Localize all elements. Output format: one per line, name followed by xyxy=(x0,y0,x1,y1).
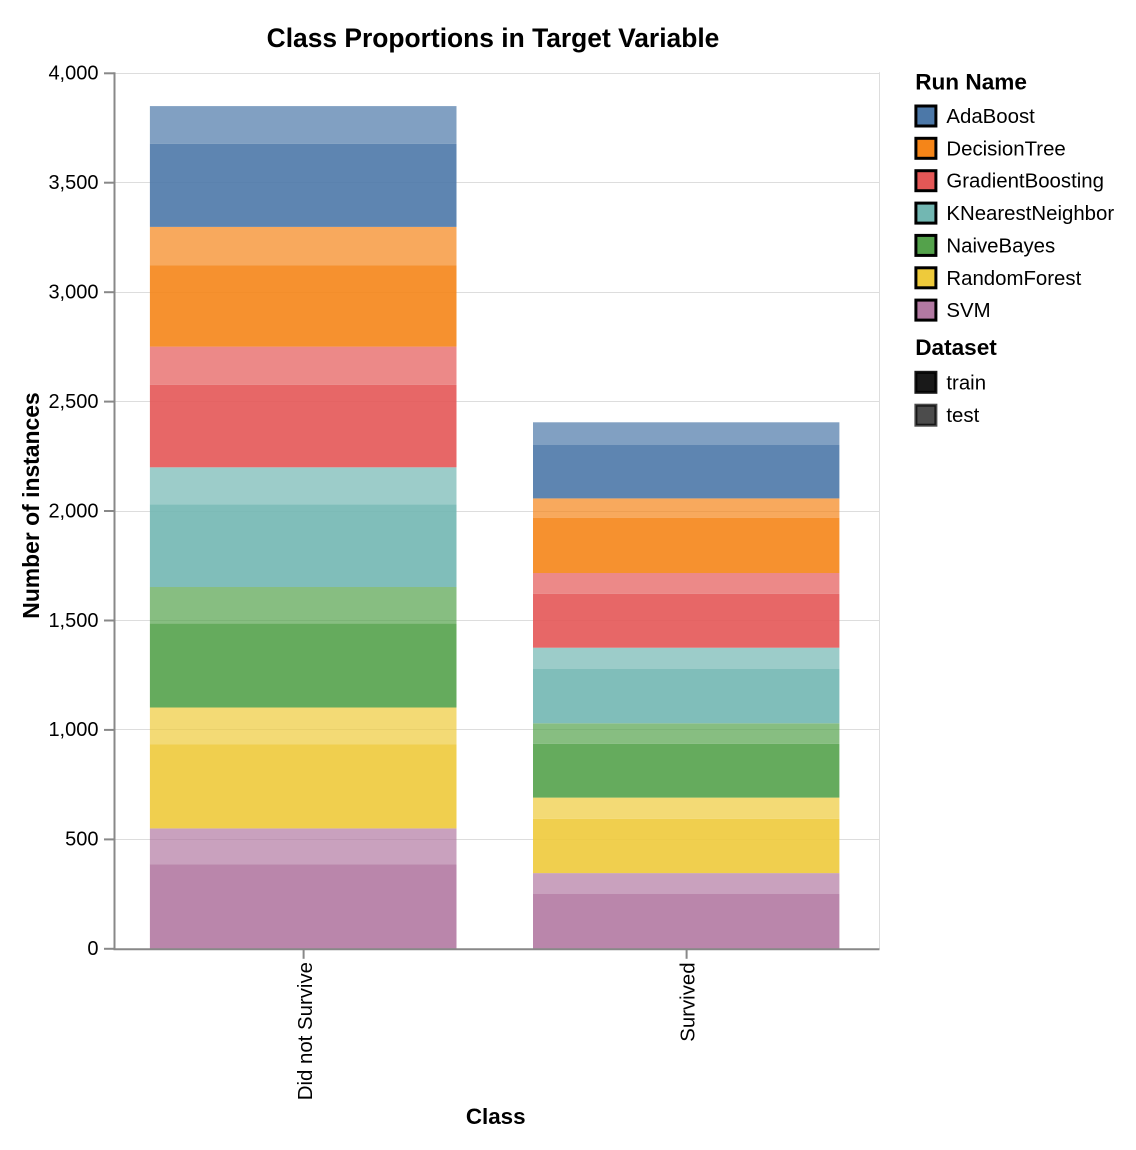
svg-text:2,500: 2,500 xyxy=(48,391,98,413)
svg-text:Number of instances: Number of instances xyxy=(18,392,44,618)
svg-text:AdaBoost: AdaBoost xyxy=(946,106,1035,128)
svg-text:train: train xyxy=(946,372,986,394)
svg-text:0: 0 xyxy=(87,938,98,960)
svg-text:SVM: SVM xyxy=(946,300,990,322)
svg-text:Survived: Survived xyxy=(677,962,699,1041)
svg-text:DecisionTree: DecisionTree xyxy=(946,138,1065,160)
svg-text:500: 500 xyxy=(65,829,98,851)
svg-text:Class Proportions in Target Va: Class Proportions in Target Variable xyxy=(267,23,720,53)
svg-text:NaiveBayes: NaiveBayes xyxy=(946,235,1055,257)
svg-text:Did not Survive: Did not Survive xyxy=(295,962,317,1100)
svg-text:1,500: 1,500 xyxy=(48,610,98,632)
svg-text:GradientBoosting: GradientBoosting xyxy=(946,171,1104,193)
svg-text:1,000: 1,000 xyxy=(48,719,98,741)
svg-text:3,500: 3,500 xyxy=(48,172,98,194)
svg-text:2,000: 2,000 xyxy=(48,500,98,522)
svg-text:3,000: 3,000 xyxy=(48,282,98,304)
svg-text:4,000: 4,000 xyxy=(48,63,98,85)
svg-text:Run Name: Run Name xyxy=(915,70,1027,95)
svg-text:test: test xyxy=(946,405,979,427)
svg-text:KNearestNeighbor: KNearestNeighbor xyxy=(946,203,1114,225)
svg-text:Class: Class xyxy=(466,1104,526,1129)
svg-text:Dataset: Dataset xyxy=(915,335,997,360)
svg-text:RandomForest: RandomForest xyxy=(946,268,1081,290)
